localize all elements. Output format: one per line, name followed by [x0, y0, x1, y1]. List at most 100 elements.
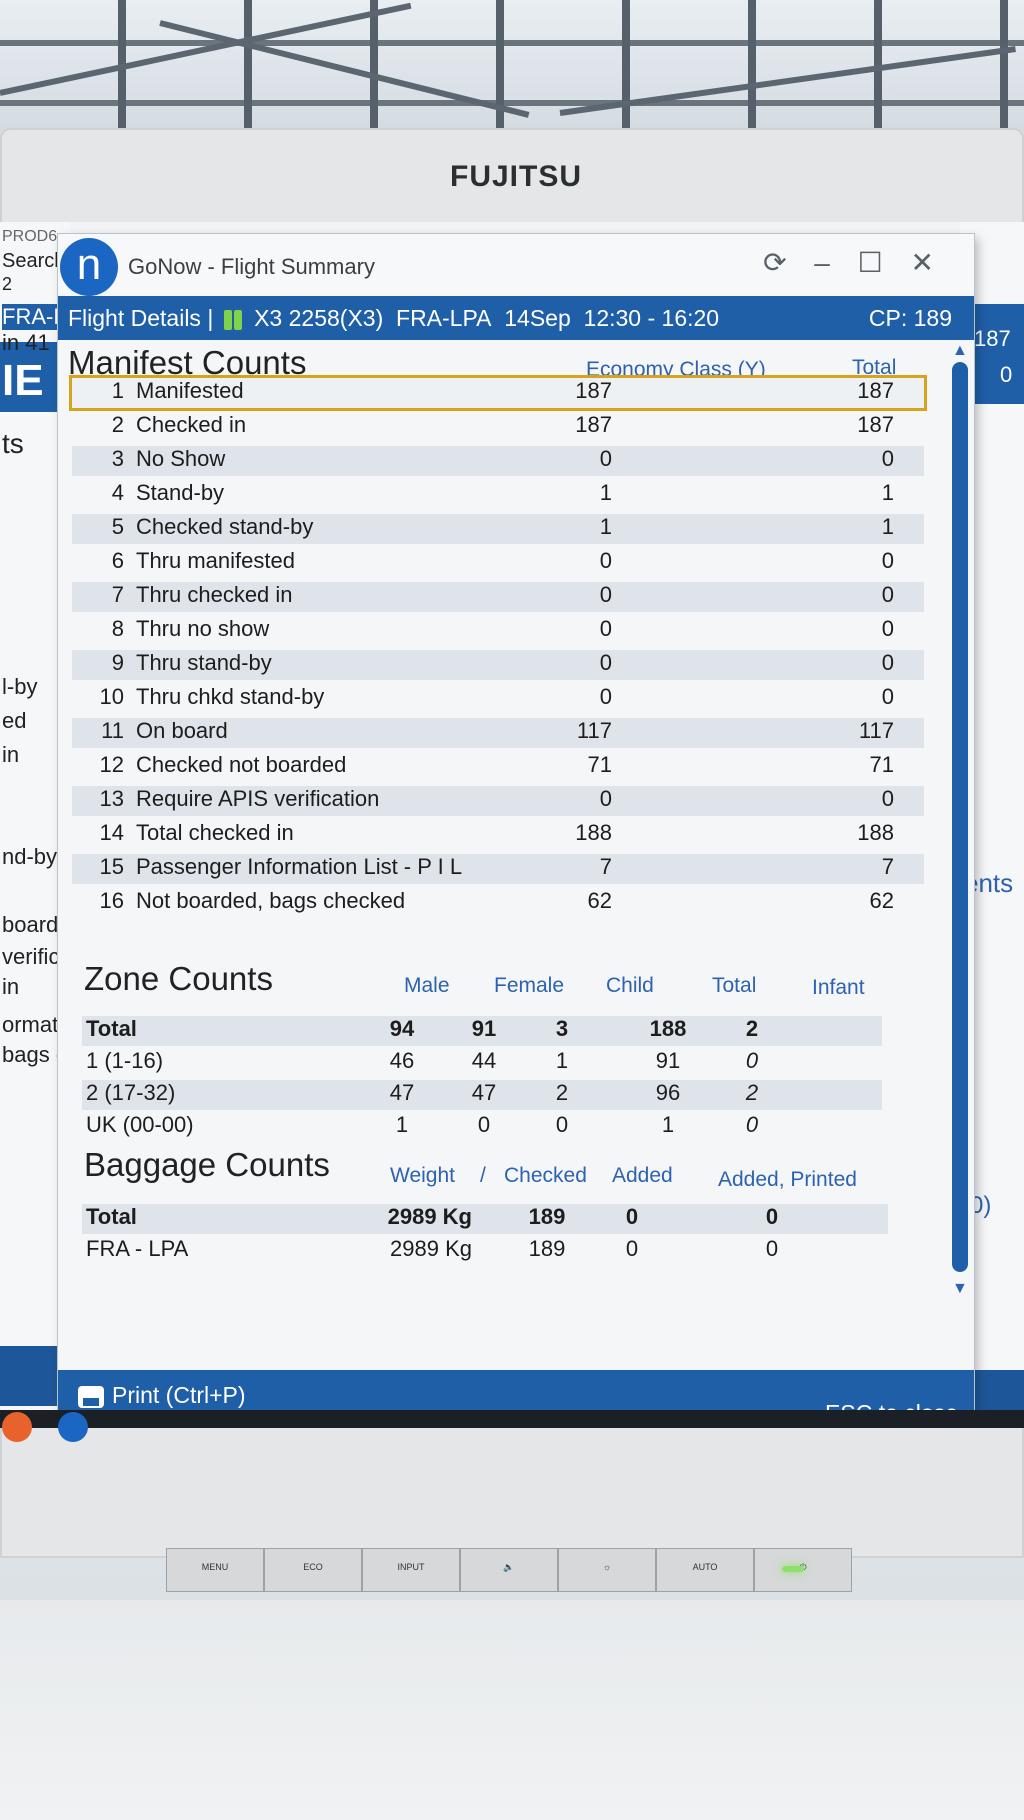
manifest-cell-n: 2 [111, 412, 124, 437]
zone-male-header: Male [404, 974, 450, 997]
bg-text: in [2, 742, 20, 767]
manifest-cell-n: 6 [111, 548, 124, 573]
manifest-cell-n: 5 [111, 514, 124, 539]
flight-times: 12:30 - 16:20 [583, 305, 720, 331]
manifest-cell-b: 1 [881, 480, 894, 505]
zone-row: 1 (1-16) 46 44 1 91 0 [82, 1048, 882, 1078]
manifest-cell-a: 62 [587, 888, 612, 913]
manifest-row[interactable]: 3 No Show 0 0 [72, 446, 924, 476]
scroll-up-arrow[interactable]: ▲ [952, 342, 968, 359]
manifest-row[interactable]: 2 Checked in 187 187 [72, 412, 924, 442]
economy-class-header[interactable]: Economy Class (Y) [586, 358, 766, 381]
manifest-cell-n: 11 [101, 718, 124, 743]
manifest-cell-n: 9 [111, 650, 124, 675]
manifest-row[interactable]: 8 Thru no show 0 0 [72, 616, 924, 646]
bg-text: Searcl [2, 250, 59, 272]
bg-text: 2 [2, 274, 13, 294]
manifest-cell-a: 7 [599, 854, 612, 879]
zone-cell-infant: 0 [745, 1048, 759, 1073]
zone-cell-label: 2 (17-32) [86, 1080, 176, 1105]
manifest-cell-label: Not boarded, bags checked [136, 888, 406, 913]
manifest-cell-a: 0 [599, 446, 612, 471]
manifest-cell-b: 62 [869, 888, 894, 913]
manifest-row[interactable]: 6 Thru manifested 0 0 [72, 548, 924, 578]
manifest-cell-label: Thru chkd stand-by [136, 684, 325, 709]
manifest-row[interactable]: 13 Require APIS verification 0 0 [72, 786, 924, 816]
zone-cell-infant: 2 [745, 1016, 759, 1041]
manifest-row[interactable]: 10 Thru chkd stand-by 0 0 [72, 684, 924, 714]
baggage-cell-label: FRA - LPA [86, 1236, 189, 1261]
manifest-cell-b: 0 [881, 548, 894, 573]
monitor-volume-button[interactable]: 🔈 [460, 1548, 558, 1592]
vertical-scrollbar[interactable]: ▲ ▼ [950, 342, 970, 1302]
bg-text: PROD6 [2, 228, 58, 245]
zone-cell-male: 94 [389, 1016, 415, 1041]
manifest-cell-label: Thru no show [136, 616, 270, 641]
manifest-cell-label: Checked in [136, 412, 247, 437]
manifest-cell-label: Require APIS verification [136, 786, 380, 811]
manifest-cell-a: 0 [599, 650, 612, 675]
manifest-cell-a: 71 [587, 752, 612, 777]
summary-content[interactable]: Manifest Counts Economy Class (Y) Total … [58, 340, 942, 1346]
manifest-row[interactable]: 5 Checked stand-by 1 1 [72, 514, 924, 544]
scroll-down-arrow[interactable]: ▼ [952, 1280, 968, 1297]
zone-cell-male: 46 [389, 1048, 415, 1073]
zone-cell-total: 91 [655, 1048, 681, 1073]
flight-summary-dialog: n GoNow - Flight Summary ⟳ – ☐ ✕ Flight … [58, 234, 974, 1426]
print-button[interactable]: Print (Ctrl+P) [78, 1382, 246, 1409]
baggage-separator: / [480, 1164, 486, 1187]
monitor-input-button[interactable]: INPUT [362, 1548, 460, 1592]
manifest-cell-n: 7 [111, 582, 124, 607]
manifest-row[interactable]: 7 Thru checked in 0 0 [72, 582, 924, 612]
manifest-cell-label: Checked stand-by [136, 514, 314, 539]
manifest-cell-b: 1 [881, 514, 894, 539]
monitor-brightness-button[interactable]: ☼ [558, 1548, 656, 1592]
zone-cell-child: 1 [555, 1048, 569, 1073]
baggage-row: FRA - LPA 2989 Kg 189 0 0 [82, 1236, 888, 1266]
manifest-row[interactable]: 12 Checked not boarded 71 71 [72, 752, 924, 782]
manifest-cell-b: 187 [857, 412, 894, 437]
baggage-added-printed-header: Added, Printed [718, 1168, 857, 1191]
desk-surface [0, 1600, 1024, 1820]
manifest-row[interactable]: 1 Manifested 187 187 [69, 375, 927, 411]
manifest-row[interactable]: 16 Not boarded, bags checked 62 62 [72, 888, 924, 918]
manifest-cell-a: 187 [575, 378, 612, 403]
bg-text: ormat [2, 1012, 59, 1037]
manifest-cell-n: 13 [99, 786, 124, 811]
bg-text: 187 [974, 326, 1011, 351]
manifest-row[interactable]: 9 Thru stand-by 0 0 [72, 650, 924, 680]
manifest-cell-label: Checked not boarded [136, 752, 347, 777]
manifest-row[interactable]: 14 Total checked in 188 188 [72, 820, 924, 850]
manifest-cell-n: 4 [111, 480, 124, 505]
manifest-cell-a: 187 [575, 412, 612, 437]
manifest-cell-label: Thru checked in [136, 582, 293, 607]
zone-infant-header: Infant [812, 976, 865, 999]
scroll-thumb[interactable] [952, 362, 968, 1272]
manifest-cell-a: 0 [599, 548, 612, 573]
total-header[interactable]: Total [852, 356, 897, 379]
bg-text: in 41 [2, 330, 50, 355]
zone-cell-male: 1 [395, 1112, 409, 1137]
manifest-row[interactable]: 4 Stand-by 1 1 [72, 480, 924, 510]
monitor-eco-button[interactable]: ECO [264, 1548, 362, 1592]
zone-cell-label: UK (00-00) [86, 1112, 194, 1137]
manifest-heading: Manifest Counts [68, 344, 307, 381]
manifest-cell-b: 187 [857, 378, 894, 403]
monitor-menu-button[interactable]: MENU [166, 1548, 264, 1592]
manifest-row[interactable]: 11 On board 117 117 [72, 718, 924, 748]
manifest-row[interactable]: 15 Passenger Information List - P I L 7 7 [72, 854, 924, 884]
window-controls[interactable]: ⟳ – ☐ ✕ [763, 247, 944, 278]
manifest-cell-b: 0 [881, 616, 894, 641]
manifest-cell-n: 8 [111, 616, 124, 641]
baggage-checked-header: Checked [504, 1164, 587, 1187]
gonow-taskbar-icon[interactable] [58, 1412, 88, 1442]
bg-text: nd-by [2, 844, 58, 869]
monitor-brand-logo: FUJITSU [450, 160, 583, 193]
bg-text: FRA-L [2, 304, 66, 330]
title-bar[interactable]: n GoNow - Flight Summary ⟳ – ☐ ✕ [58, 234, 974, 296]
manifest-cell-b: 117 [858, 718, 894, 743]
bg-text: l-by [2, 674, 38, 699]
monitor-auto-button[interactable]: AUTO [656, 1548, 754, 1592]
manifest-cell-label: No Show [136, 446, 226, 471]
firefox-taskbar-icon[interactable] [2, 1412, 32, 1442]
